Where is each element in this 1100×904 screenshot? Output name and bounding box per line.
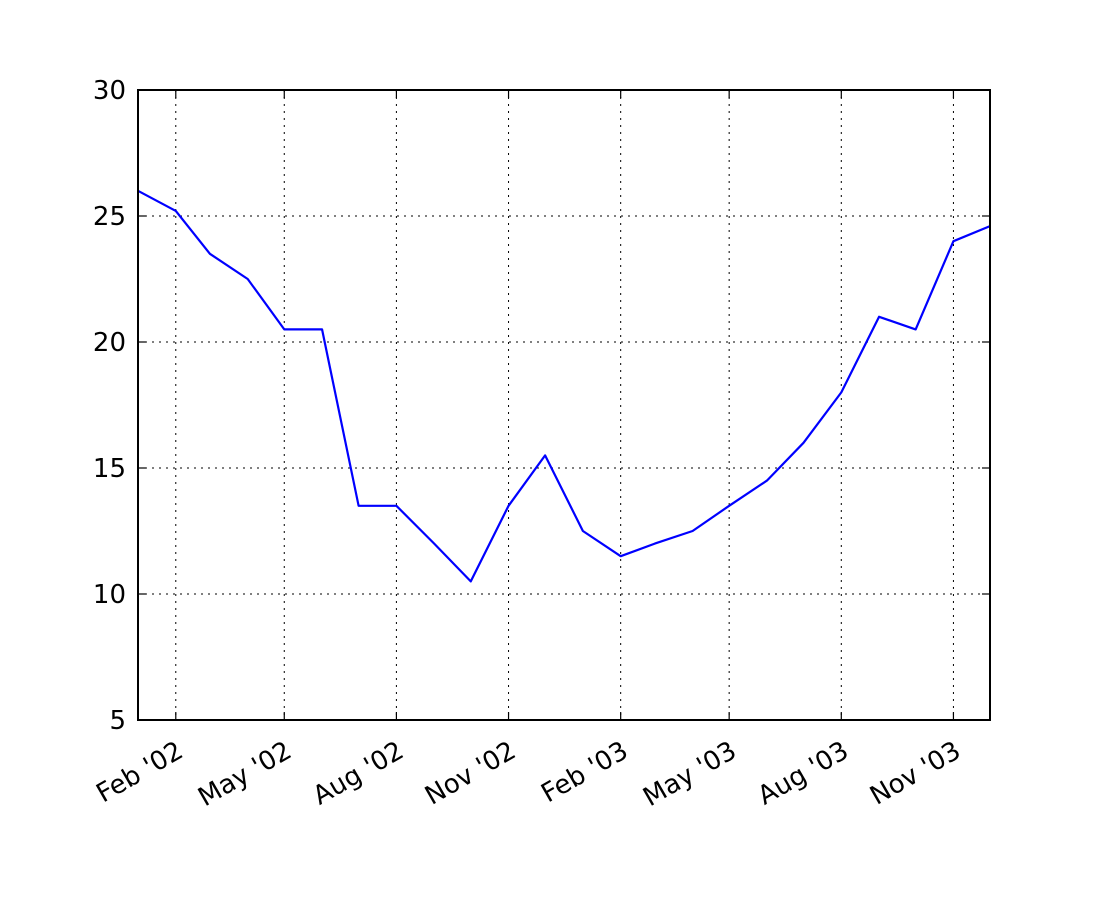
x-tick-label: May '02 xyxy=(193,736,297,813)
x-tick-label: Feb '02 xyxy=(92,736,189,809)
x-tick-label: Aug '03 xyxy=(753,736,854,812)
y-tick-label: 30 xyxy=(93,76,126,106)
x-tick-label: Nov '02 xyxy=(420,736,521,812)
x-tick-label: Nov '03 xyxy=(865,736,966,812)
x-tick-label: May '03 xyxy=(638,736,742,813)
x-tick-label: Aug '02 xyxy=(308,736,409,812)
x-tick-label: Feb '03 xyxy=(536,736,633,809)
line xyxy=(137,189,991,583)
y-tick-label: 10 xyxy=(93,580,126,610)
y-tick-label: 20 xyxy=(93,328,126,358)
y-tick-label: 5 xyxy=(109,706,126,736)
y-tick-label: 25 xyxy=(93,202,126,232)
y-tick-label: 15 xyxy=(93,454,126,484)
plot-frame xyxy=(137,89,991,721)
